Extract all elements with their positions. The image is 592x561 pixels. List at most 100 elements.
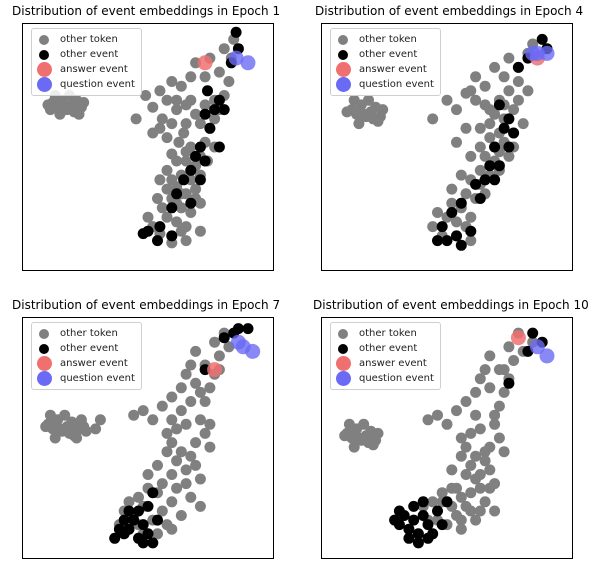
- point-other-token: [194, 225, 206, 237]
- point-other-token: [190, 183, 202, 195]
- point-other-token: [44, 104, 56, 116]
- point-other-token: [498, 71, 510, 83]
- legend-label: question event: [60, 79, 135, 90]
- point-other-token: [465, 487, 477, 499]
- point-other-token: [465, 505, 477, 517]
- plot-area: other token other event answer event que…: [22, 317, 274, 559]
- point-other-token: [199, 396, 211, 407]
- legend-marker: [336, 371, 351, 386]
- point-other-token: [455, 169, 467, 181]
- point-other-token: [166, 414, 178, 426]
- point-other-token: [130, 113, 142, 125]
- point-other-token: [470, 71, 482, 83]
- point-other-token: [484, 118, 496, 130]
- point-other-token: [194, 473, 206, 485]
- point-other-token: [512, 76, 524, 87]
- point-question-event: [245, 343, 261, 359]
- point-other-event: [137, 228, 149, 240]
- legend-marker: [338, 343, 348, 354]
- point-other-token: [465, 150, 477, 162]
- point-other-token: [171, 482, 183, 494]
- legend-label: answer event: [359, 64, 427, 75]
- scatter-plot: [341, 33, 555, 251]
- legend-marker: [37, 356, 52, 371]
- point-other-token: [171, 104, 183, 116]
- point-other-token: [137, 405, 149, 417]
- point-other-token: [54, 423, 66, 435]
- point-other-token: [44, 409, 56, 421]
- point-other-token: [503, 341, 515, 353]
- legend-marker: [336, 356, 351, 371]
- legend: other token other event answer event que…: [330, 28, 441, 96]
- point-other-event: [194, 174, 206, 186]
- point-other-token: [180, 118, 192, 130]
- point-other-event: [166, 202, 178, 214]
- point-other-event: [154, 221, 166, 233]
- point-other-token: [128, 409, 140, 421]
- point-other-token: [339, 430, 351, 442]
- point-other-event: [142, 528, 154, 540]
- legend-label: question event: [359, 79, 434, 90]
- point-other-token: [166, 391, 178, 403]
- point-question-event: [539, 348, 555, 364]
- point-other-token: [180, 146, 192, 158]
- legend-item-question-event: question event: [335, 371, 434, 386]
- point-other-event: [441, 235, 453, 247]
- point-other-token: [489, 61, 501, 73]
- point-other-token: [171, 455, 183, 467]
- point-other-event: [133, 505, 144, 517]
- point-other-token: [190, 459, 202, 471]
- chart-title: Distribution of event embeddings in Epoc…: [12, 4, 281, 18]
- legend-label: other token: [60, 34, 118, 45]
- legend-marker: [39, 343, 49, 354]
- point-other-event: [436, 519, 448, 531]
- legend-label: answer event: [60, 64, 128, 75]
- point-other-token: [493, 400, 505, 412]
- point-other-token: [432, 207, 443, 218]
- point-other-token: [470, 450, 482, 462]
- point-other-token: [446, 197, 458, 209]
- point-other-token: [377, 104, 389, 116]
- point-other-token: [470, 94, 482, 106]
- point-other-token: [166, 437, 178, 449]
- point-other-token: [190, 345, 202, 357]
- point-other-event: [152, 514, 163, 526]
- point-other-token: [156, 400, 168, 412]
- point-other-token: [465, 427, 477, 439]
- point-other-token: [166, 76, 178, 87]
- point-other-event: [213, 94, 225, 106]
- legend: other token other event answer event que…: [31, 28, 142, 96]
- point-other-token: [446, 464, 458, 476]
- point-other-token: [474, 141, 486, 153]
- point-other-token: [489, 418, 501, 430]
- point-other-token: [460, 396, 472, 407]
- point-other-token: [161, 427, 173, 439]
- legend-item-question-event: question event: [36, 77, 135, 92]
- point-other-event: [489, 141, 501, 153]
- point-other-token: [484, 104, 496, 116]
- point-other-token: [341, 106, 353, 118]
- point-other-event: [194, 141, 206, 153]
- point-other-token: [185, 94, 197, 106]
- point-other-token: [199, 71, 211, 83]
- point-answer-event: [197, 55, 213, 71]
- legend-label: other event: [60, 343, 119, 354]
- plot-area: other token other event answer event que…: [321, 23, 573, 271]
- point-other-token: [460, 441, 472, 453]
- legend: other token other event answer event que…: [31, 322, 142, 390]
- point-other-event: [503, 141, 515, 153]
- point-other-token: [175, 405, 187, 417]
- point-other-token: [175, 382, 187, 394]
- point-other-token: [75, 414, 87, 426]
- point-other-token: [358, 108, 370, 120]
- point-question-event: [230, 334, 246, 350]
- point-other-token: [213, 66, 225, 78]
- point-other-token: [470, 386, 482, 398]
- point-other-token: [498, 446, 510, 458]
- point-other-token: [204, 382, 216, 394]
- point-other-token: [161, 132, 173, 144]
- point-other-token: [166, 118, 178, 130]
- point-other-token: [173, 136, 185, 148]
- point-other-event: [422, 532, 434, 544]
- point-other-event: [199, 108, 211, 120]
